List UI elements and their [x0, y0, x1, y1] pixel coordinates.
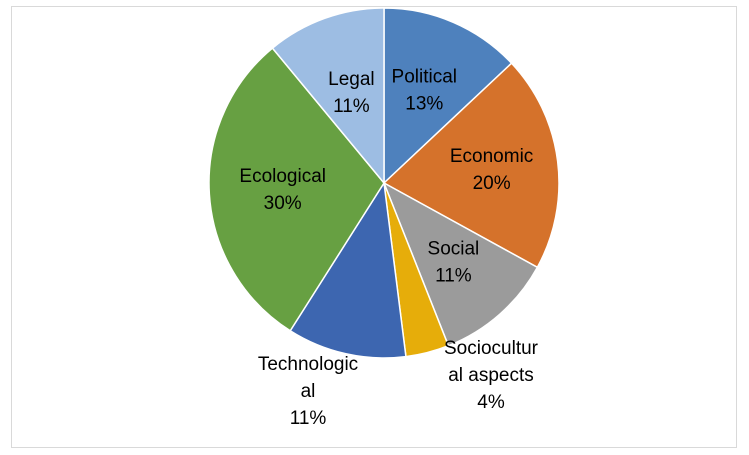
slice-value-label: 13% — [405, 93, 443, 114]
slice-category-label: Economic — [450, 146, 533, 167]
pie-slice-legal — [271, 7, 385, 186]
slice-label-economic: Economic 20% — [450, 146, 533, 194]
slice-label-social: Social 11% — [428, 238, 480, 286]
slice-category-label: al — [301, 381, 316, 402]
slice-label-sociocultural-aspects: Sociocultur al aspects 4% — [444, 338, 539, 413]
pie-slice-technological — [289, 180, 407, 359]
slice-value-label: 30% — [264, 193, 302, 214]
slice-category-label: Legal — [328, 69, 375, 90]
slice-value-label: 20% — [473, 173, 511, 194]
slice-category-label: Sociocultur — [444, 338, 539, 359]
slice-value-label: 4% — [477, 392, 505, 413]
pie-slice-economic — [382, 62, 560, 269]
slice-category-label: Technologic — [258, 354, 358, 375]
slice-label-ecological: Ecological 30% — [239, 166, 326, 214]
pie-slice-ecological — [208, 47, 385, 332]
pie-slice-social — [382, 181, 539, 347]
slice-category-label: Political — [392, 66, 457, 87]
slice-category-label: Social — [428, 238, 480, 259]
slice-value-label: 11% — [333, 96, 370, 117]
slice-label-political: Political 13% — [392, 66, 457, 114]
slice-label-technological: Technologic al 11% — [258, 354, 358, 429]
slice-label-legal: Legal 11% — [328, 69, 375, 117]
slice-category-label: Ecological — [239, 166, 326, 187]
pie-slice-political — [383, 7, 513, 185]
slice-value-label: 11% — [435, 265, 472, 286]
slice-value-label: 11% — [290, 408, 327, 429]
slice-category-label: al aspects — [448, 365, 534, 386]
